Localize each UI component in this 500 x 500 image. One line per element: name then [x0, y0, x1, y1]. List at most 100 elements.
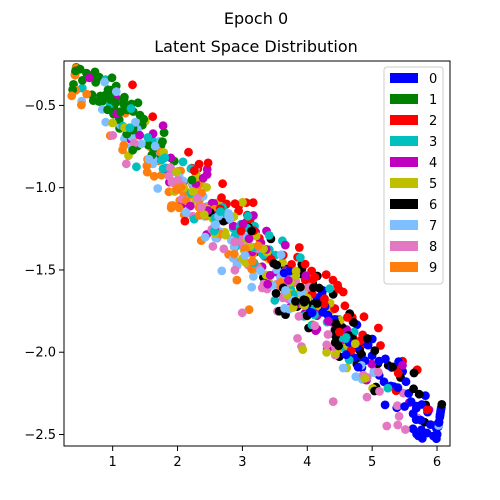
scatter-point-class-7 [240, 251, 250, 260]
scatter-point-class-8 [237, 308, 247, 318]
scatter-point-class-7 [338, 363, 348, 373]
scatter-point-class-6 [362, 334, 372, 343]
scatter-point-class-9 [77, 100, 86, 110]
scatter-point-class-7 [153, 184, 163, 193]
scatter-point-class-3 [383, 383, 393, 393]
scatter-point-class-8 [322, 340, 332, 350]
scatter-point-class-2 [189, 166, 199, 176]
scatter-point-class-0 [400, 402, 409, 411]
scatter-point-class-6 [349, 318, 359, 327]
scatter-point-class-8 [164, 171, 174, 181]
y-tick-label: −0.5 [24, 99, 56, 114]
scatter-point-class-0 [406, 397, 416, 406]
scatter-point-class-1 [133, 98, 143, 108]
x-tick-label: 6 [433, 455, 441, 470]
scatter-point-class-2 [230, 199, 240, 209]
scatter-point-class-7 [281, 286, 290, 295]
scatter-point-class-7 [276, 250, 286, 260]
scatter-point-class-7 [200, 232, 210, 242]
scatter-point-class-2 [194, 159, 204, 169]
legend-swatch-3 [390, 136, 418, 146]
scatter-point-class-0 [432, 430, 442, 440]
scatter-point-class-9 [119, 140, 129, 150]
x-tick-label: 1 [109, 455, 117, 470]
y-tick-label: −2.0 [24, 346, 56, 361]
plot-frame [63, 60, 451, 447]
scatter-point-class-8 [294, 312, 304, 321]
legend-swatch-8 [390, 241, 418, 251]
scatter-point-class-2 [148, 112, 158, 122]
scatter-point-class-0 [341, 350, 351, 360]
scatter-point-class-8 [323, 330, 333, 339]
scatter-point-class-7 [280, 303, 289, 313]
x-tick-label: 3 [238, 455, 246, 470]
scatter-point-class-2 [343, 313, 352, 322]
scatter-point-class-5 [238, 197, 247, 207]
scatter-point-class-7 [256, 266, 265, 276]
scatter-point-class-7 [181, 208, 191, 217]
scatter-point-class-9 [149, 171, 159, 181]
scatter-point-class-3 [216, 207, 225, 217]
scatter-point-class-4 [323, 316, 333, 326]
scatter-point-class-8 [219, 244, 229, 254]
scatter-point-class-2 [248, 198, 258, 208]
scatter-point-class-1 [78, 76, 87, 85]
scatter-point-class-6 [409, 384, 418, 394]
legend-label-5: 5 [429, 177, 437, 192]
scatter-point-class-6 [409, 368, 419, 378]
scatter-point-class-1 [187, 175, 197, 185]
scatter-point-class-7 [130, 117, 140, 127]
scatter-point-class-6 [296, 282, 305, 292]
legend: 0 1 2 3 4 5 6 7 8 9 [383, 66, 444, 285]
scatter-point-class-3 [125, 123, 135, 133]
scatter-point-class-8 [192, 193, 202, 203]
scatter-point-class-0 [374, 356, 384, 366]
scatter-point-class-3 [143, 133, 153, 142]
scatter-point-class-2 [321, 270, 331, 279]
scatter-point-class-5 [221, 230, 231, 240]
scatter-point-class-1 [119, 99, 128, 109]
scatter-point-class-7 [150, 141, 160, 151]
y-tick-label: −1.5 [24, 263, 56, 278]
scatter-point-class-5 [298, 345, 308, 355]
scatter-point-class-4 [198, 173, 208, 183]
scatter-point-class-0 [416, 415, 426, 425]
scatter-point-class-9 [240, 244, 250, 254]
scatter-point-class-0 [380, 400, 390, 410]
legend-swatch-6 [390, 199, 418, 209]
scatter-point-class-9 [142, 167, 152, 177]
scatter-point-class-3 [243, 211, 253, 221]
x-axis: 1 2 3 4 5 6 [109, 446, 441, 470]
scatter-point-class-8 [293, 334, 302, 343]
scatter-point-class-2 [374, 323, 383, 333]
scatter-point-class-7 [247, 282, 257, 292]
points-layer [67, 63, 447, 444]
scatter-point-class-2 [319, 299, 329, 309]
scatter-point-class-6 [299, 297, 309, 307]
scatter-point-class-2 [287, 260, 296, 269]
scatter-point-class-0 [279, 268, 289, 278]
scatter-point-class-3 [341, 334, 350, 343]
scatter-point-class-4 [301, 271, 311, 280]
scatter-point-class-4 [280, 240, 290, 250]
legend-label-6: 6 [429, 198, 437, 213]
scatter-point-class-3 [270, 296, 280, 305]
legend-swatch-0 [390, 73, 418, 83]
scatter-point-class-1 [96, 91, 105, 101]
scatter-point-class-4 [84, 73, 94, 83]
x-tick-label: 2 [173, 455, 181, 470]
scatter-point-class-7 [101, 117, 111, 127]
scatter-point-class-5 [199, 210, 209, 220]
scatter-point-class-8 [394, 411, 404, 421]
scatter-point-class-0 [379, 377, 389, 387]
scatter-point-class-5 [172, 167, 182, 177]
scatter-point-class-7 [100, 77, 109, 87]
legend-label-8: 8 [429, 240, 437, 255]
scatter-point-class-2 [128, 80, 137, 90]
legend-swatch-2 [390, 115, 418, 125]
scatter-point-class-7 [144, 154, 154, 164]
scatter-point-class-2 [335, 327, 344, 337]
scatter-point-class-2 [340, 301, 350, 311]
scatter-point-class-7 [225, 214, 235, 224]
